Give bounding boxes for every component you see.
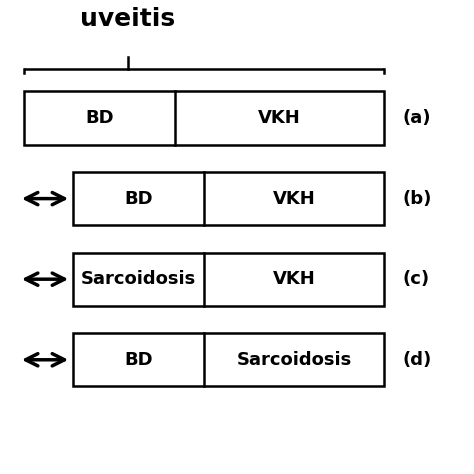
Text: uveitis: uveitis [81, 7, 175, 31]
Text: BD: BD [124, 190, 153, 208]
Text: VKH: VKH [258, 109, 301, 127]
Text: VKH: VKH [273, 270, 315, 288]
Text: Sarcoidosis: Sarcoidosis [236, 351, 352, 369]
Text: VKH: VKH [273, 190, 315, 208]
Text: (d): (d) [403, 351, 432, 369]
Text: Sarcoidosis: Sarcoidosis [81, 270, 196, 288]
Text: (a): (a) [403, 109, 431, 127]
Bar [24, 91, 384, 145]
Text: BD: BD [124, 351, 153, 369]
Text: (c): (c) [403, 270, 430, 288]
Bar [73, 333, 384, 386]
Text: BD: BD [85, 109, 114, 127]
Bar [73, 172, 384, 225]
Text: (b): (b) [403, 190, 432, 208]
Bar [73, 253, 384, 306]
